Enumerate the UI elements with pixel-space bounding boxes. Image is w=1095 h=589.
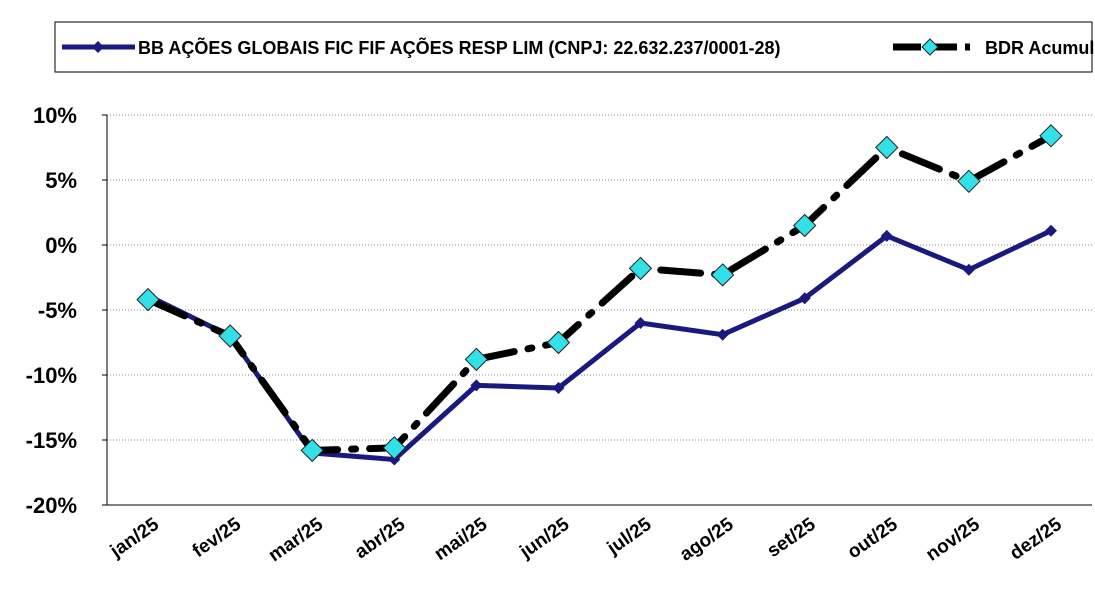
marker: [962, 263, 975, 276]
marker: [875, 135, 899, 160]
marker: [1044, 224, 1057, 237]
x-tick-label: abr/25: [351, 514, 409, 564]
marker: [628, 256, 653, 281]
marker: [470, 379, 483, 392]
marker: [634, 317, 647, 329]
series-line: [144, 132, 1055, 454]
marker: [300, 438, 324, 463]
marker: [710, 263, 735, 287]
x-tick-label: dez/25: [1006, 514, 1066, 565]
x-tick-label: out/25: [844, 514, 902, 564]
marker: [957, 169, 981, 194]
series-line: [145, 228, 1054, 462]
y-tick-label: -10%: [26, 363, 77, 388]
marker: [382, 436, 406, 460]
x-tick-label: jun/25: [515, 514, 573, 564]
x-tick-label: jul/25: [603, 514, 656, 560]
y-tick-label: -5%: [38, 298, 77, 323]
marker: [1039, 124, 1063, 148]
marker: [880, 229, 893, 242]
marker: [552, 382, 565, 394]
marker: [793, 213, 817, 238]
legend-label: BB AÇÕES GLOBAIS FIC FIF AÇÕES RESP LIM …: [138, 37, 781, 58]
x-tick-label: jan/25: [106, 514, 163, 563]
marker: [546, 330, 571, 355]
y-tick-label: -15%: [26, 428, 77, 453]
x-tick-label: mar/25: [265, 514, 328, 567]
x-tick-label: ago/25: [676, 514, 738, 566]
y-tick-label: 10%: [33, 103, 77, 128]
legend-label: BDR Acumul.: [985, 38, 1095, 58]
y-tick-label: -20%: [26, 493, 77, 518]
marker: [798, 292, 811, 305]
marker: [464, 347, 489, 372]
x-tick-label: nov/25: [922, 514, 984, 566]
x-tick-label: set/25: [763, 514, 820, 562]
legend-marker: [92, 41, 104, 53]
x-tick-label: fev/25: [189, 514, 246, 562]
y-tick-label: 5%: [45, 168, 77, 193]
marker: [136, 287, 160, 312]
legend-marker: [921, 38, 939, 56]
marker: [218, 324, 242, 348]
marker: [716, 328, 729, 341]
x-tick-label: mai/25: [431, 514, 492, 565]
y-tick-label: 0%: [45, 233, 77, 258]
